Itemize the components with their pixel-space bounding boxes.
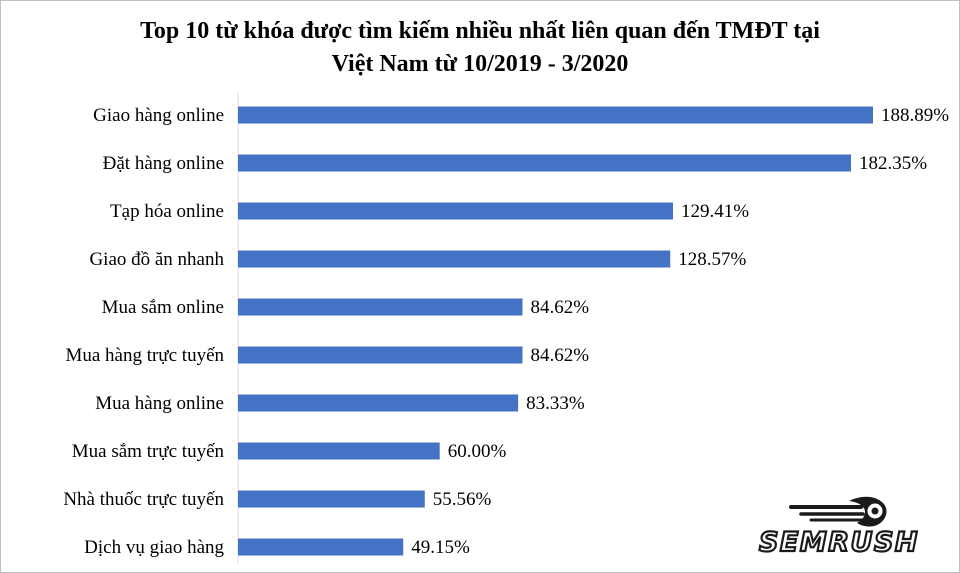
data-label: 129.41% xyxy=(681,201,749,222)
bar xyxy=(238,538,404,556)
data-label: 83.33% xyxy=(526,393,585,414)
data-label: 84.62% xyxy=(530,345,589,366)
category-label: Tạp hóa online xyxy=(110,201,224,222)
bar xyxy=(238,394,519,412)
bar xyxy=(238,202,674,220)
bar xyxy=(238,250,671,268)
data-label: 55.56% xyxy=(433,489,492,510)
category-label: Mua hàng online xyxy=(95,393,224,414)
bar xyxy=(238,106,873,124)
data-label: 49.15% xyxy=(411,537,470,558)
category-label: Nhà thuốc trực tuyến xyxy=(63,489,224,510)
bar xyxy=(238,490,425,508)
data-label: 188.89% xyxy=(881,105,949,126)
category-label: Mua sắm trực tuyến xyxy=(72,441,225,462)
category-label: Đặt hàng online xyxy=(103,153,224,174)
category-label: Giao hàng online xyxy=(93,105,224,126)
data-label: 182.35% xyxy=(859,153,927,174)
category-label: Giao đồ ăn nhanh xyxy=(89,249,224,270)
bar xyxy=(238,442,440,460)
chart-title-line-1: Top 10 từ khóa được tìm kiếm nhiều nhất … xyxy=(140,18,820,44)
bar xyxy=(238,346,523,364)
category-label: Mua sắm online xyxy=(102,297,224,318)
semrush-logo: SEMRUSH xyxy=(758,496,919,557)
data-label: 84.62% xyxy=(530,297,589,318)
data-label: 60.00% xyxy=(448,441,507,462)
chart-title: Top 10 từ khóa được tìm kiếm nhiều nhất … xyxy=(1,15,959,81)
bar xyxy=(238,154,852,172)
category-label: Dịch vụ giao hàng xyxy=(84,537,224,558)
data-label: 128.57% xyxy=(678,249,746,270)
bar xyxy=(238,298,523,316)
semrush-logo-text: SEMRUSH xyxy=(759,527,919,557)
chart-title-line-2: Việt Nam từ 10/2019 - 3/2020 xyxy=(331,51,629,77)
category-label: Mua hàng trực tuyến xyxy=(65,345,224,366)
